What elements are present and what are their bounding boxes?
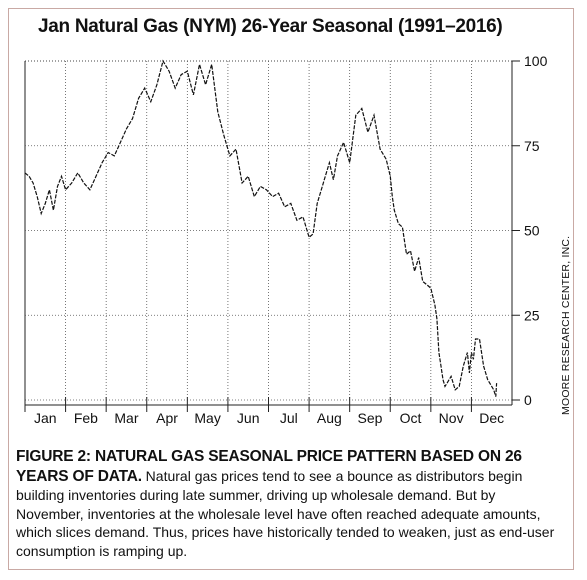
- x-tick-label: Feb: [74, 410, 98, 426]
- y-tick-label: 100: [524, 53, 548, 69]
- x-tick-label: Nov: [439, 410, 464, 426]
- x-tick-label: Aug: [317, 410, 342, 426]
- grid-lines: [24, 60, 513, 406]
- chart-title: Jan Natural Gas (NYM) 26-Year Seasonal (…: [38, 16, 503, 37]
- x-tick-label: Jun: [237, 410, 260, 426]
- x-tick-label: May: [194, 410, 220, 426]
- caption-title: FIGURE 2: NATURAL GAS SEASONAL PRICE PAT…: [16, 448, 522, 485]
- x-tick-label: Sep: [357, 410, 382, 426]
- seasonal-price-line: [24, 59, 498, 397]
- y-tick-label: 50: [524, 223, 540, 239]
- y-axis: 0 25 50 75 100: [512, 53, 548, 408]
- caption-body: Natural gas prices tend to see a bounce …: [16, 467, 555, 559]
- y-tick-label: 0: [524, 392, 532, 408]
- x-tick-label: Oct: [400, 410, 422, 426]
- x-tick-label: Mar: [114, 410, 138, 426]
- x-tick-label: Jul: [280, 410, 298, 426]
- x-tick-label: Dec: [479, 410, 504, 426]
- x-tick-label: Apr: [156, 410, 178, 426]
- y-tick-label: 25: [524, 307, 540, 323]
- figure-frame: [8, 8, 574, 570]
- x-axis: Jan Feb Mar Apr May Jun Jul Aug Sep Oct Nov Dec: [24, 397, 504, 426]
- y-tick-label: 75: [524, 138, 540, 154]
- figure-caption: FIGURE 2: NATURAL GAS SEASONAL PRICE PAT…: [16, 447, 561, 560]
- seasonal-line-chart: 0 25 50 75 100 Jan Feb Mar Apr May Jun Jul Aug Sep Oc…: [24, 53, 548, 426]
- x-tick-label: Jan: [34, 410, 57, 426]
- source-credit: MOORE RESEARCH CENTER, INC.: [560, 235, 572, 415]
